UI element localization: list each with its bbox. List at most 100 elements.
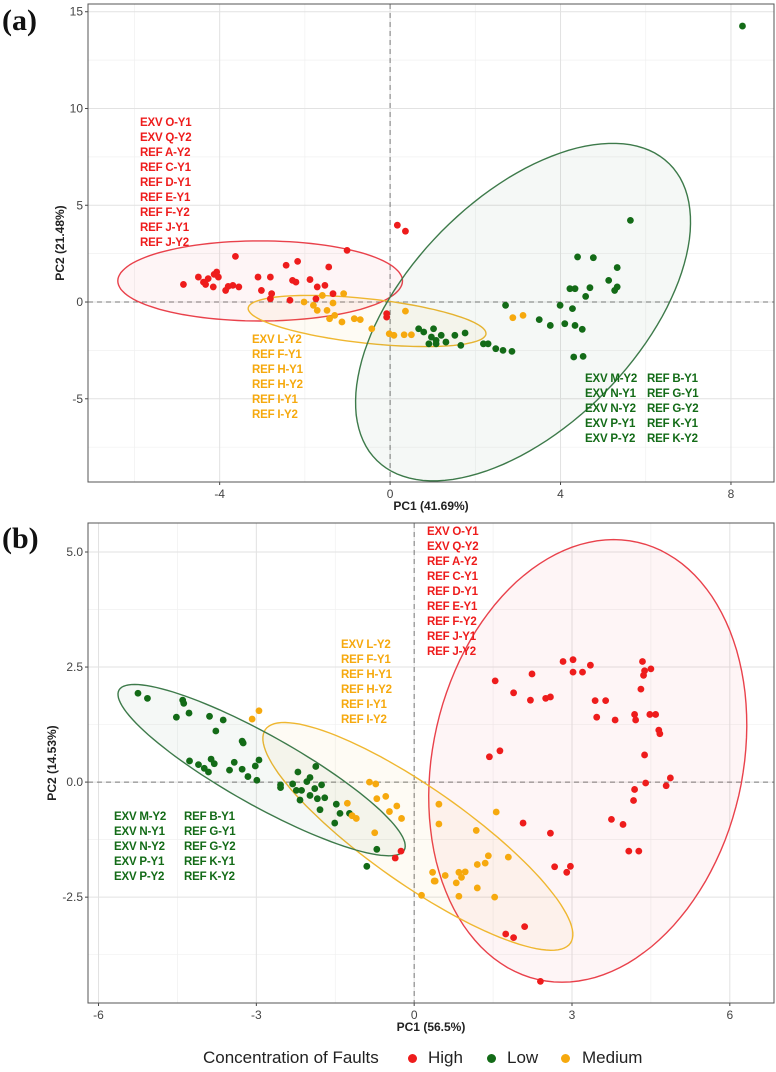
sample-label: REF H-Y1 bbox=[252, 364, 303, 376]
sample-list-low: EXV M-Y2 EXV N-Y1 EXV N-Y2 EXV P-Y1 EXV P-Y2 bbox=[585, 372, 637, 447]
point-high bbox=[258, 287, 265, 294]
x-axis-label: PC1 (56.5%) bbox=[397, 1020, 466, 1034]
x-tick-label: -3 bbox=[251, 1008, 262, 1022]
point-low bbox=[195, 761, 202, 769]
point-high bbox=[510, 934, 517, 942]
point-low bbox=[430, 325, 437, 333]
point-high bbox=[602, 697, 610, 705]
point-low bbox=[144, 694, 151, 702]
point-low bbox=[373, 845, 381, 853]
sample-list-high: EXV O-Y1 EXV Q-Y2 REF A-Y2 REF C-Y1 REF D-Y1… bbox=[427, 525, 479, 660]
point-low bbox=[508, 347, 516, 355]
point-high bbox=[502, 930, 510, 938]
sample-label: REF I-Y2 bbox=[341, 714, 387, 726]
sample-list-medium: EXV L-Y2 REF F-Y1 REF H-Y1 REF H-Y2 REF I-Y1… bbox=[252, 333, 303, 423]
point-high bbox=[547, 829, 554, 837]
point-low bbox=[499, 347, 507, 354]
point-medium bbox=[472, 827, 480, 834]
point-high bbox=[608, 815, 615, 823]
point-low bbox=[230, 758, 238, 766]
sample-label: REF H-Y2 bbox=[341, 684, 392, 696]
point-high bbox=[631, 786, 638, 793]
point-high bbox=[496, 747, 504, 755]
point-high bbox=[402, 227, 409, 235]
point-medium bbox=[371, 829, 379, 837]
sample-list-low: REF B-Y1 REF G-Y1 REF G-Y2 REF K-Y1 REF K-Y2 bbox=[184, 810, 236, 885]
y-tick-label: 10 bbox=[70, 102, 84, 116]
point-low bbox=[312, 763, 320, 770]
x-tick-label: -6 bbox=[93, 1008, 104, 1022]
point-low bbox=[586, 284, 594, 292]
point-high bbox=[527, 696, 534, 704]
point-high bbox=[591, 697, 599, 705]
point-high bbox=[510, 689, 517, 697]
point-high bbox=[325, 263, 333, 271]
point-low bbox=[277, 784, 284, 792]
sample-label: REF K-Y1 bbox=[184, 856, 235, 868]
point-low bbox=[226, 766, 233, 774]
legend-label-high: High bbox=[428, 1048, 463, 1067]
legend-marker-high bbox=[408, 1054, 417, 1063]
point-medium bbox=[519, 311, 527, 319]
point-high bbox=[235, 283, 243, 291]
sample-label: REF C-Y1 bbox=[140, 162, 191, 174]
point-low bbox=[415, 325, 423, 333]
sample-label: EXV M-Y2 bbox=[585, 373, 638, 385]
point-low bbox=[321, 794, 329, 802]
y-tick-label: -5 bbox=[72, 392, 83, 406]
sample-label: REF A-Y2 bbox=[140, 147, 191, 159]
point-low bbox=[569, 305, 576, 313]
point-medium bbox=[310, 301, 317, 309]
point-medium bbox=[408, 331, 415, 339]
point-high bbox=[343, 246, 351, 254]
point-high bbox=[180, 281, 187, 288]
point-low bbox=[461, 329, 469, 337]
panel-border bbox=[87, 3, 775, 483]
point-medium bbox=[318, 292, 326, 299]
point-high bbox=[569, 668, 577, 676]
y-tick-label: 15 bbox=[70, 5, 84, 19]
y-tick-label: 0 bbox=[76, 295, 83, 309]
sample-label: REF K-Y2 bbox=[184, 871, 235, 883]
point-medium bbox=[390, 331, 398, 339]
point-medium bbox=[458, 873, 465, 881]
point-high bbox=[646, 711, 654, 718]
sample-label: REF F-Y2 bbox=[140, 207, 190, 219]
point-medium bbox=[248, 715, 256, 723]
point-low bbox=[306, 774, 314, 781]
point-high bbox=[625, 847, 633, 855]
point-high bbox=[551, 863, 559, 871]
point-low bbox=[425, 340, 433, 348]
sample-label: REF J-Y2 bbox=[427, 646, 476, 658]
legend-label-low: Low bbox=[507, 1048, 539, 1067]
point-medium bbox=[455, 868, 463, 876]
point-low bbox=[205, 768, 212, 776]
point-low bbox=[210, 760, 218, 768]
plot-panel-a: -4 0 4 8 -5 0 5 10 15 PC1 (41.69%) PC2 (21.48%) bbox=[53, 3, 775, 513]
point-medium bbox=[340, 290, 348, 298]
sample-label: EXV Q-Y2 bbox=[140, 132, 192, 144]
point-low bbox=[578, 325, 586, 333]
point-medium bbox=[473, 861, 481, 868]
y-tick-label: 5 bbox=[76, 198, 83, 212]
point-high bbox=[282, 261, 290, 269]
point-high bbox=[202, 281, 210, 288]
sample-label: REF F-Y1 bbox=[341, 654, 391, 666]
sample-list-high: EXV O-Y1 EXV Q-Y2 REF A-Y2 REF C-Y1 REF D-Y1… bbox=[140, 116, 192, 251]
x-tick-label: 4 bbox=[557, 487, 564, 501]
point-medium bbox=[455, 892, 463, 900]
point-medium bbox=[481, 859, 489, 867]
point-low bbox=[571, 322, 579, 329]
point-low bbox=[589, 254, 597, 262]
point-medium bbox=[441, 872, 449, 879]
sample-label: REF K-Y2 bbox=[647, 433, 698, 445]
point-high bbox=[647, 665, 655, 673]
point-high bbox=[521, 923, 529, 931]
point-high bbox=[391, 854, 399, 862]
point-low bbox=[311, 785, 319, 792]
point-low bbox=[134, 689, 142, 697]
point-high bbox=[587, 661, 594, 669]
point-low bbox=[570, 353, 578, 361]
sample-label: EXV N-Y1 bbox=[114, 826, 165, 838]
